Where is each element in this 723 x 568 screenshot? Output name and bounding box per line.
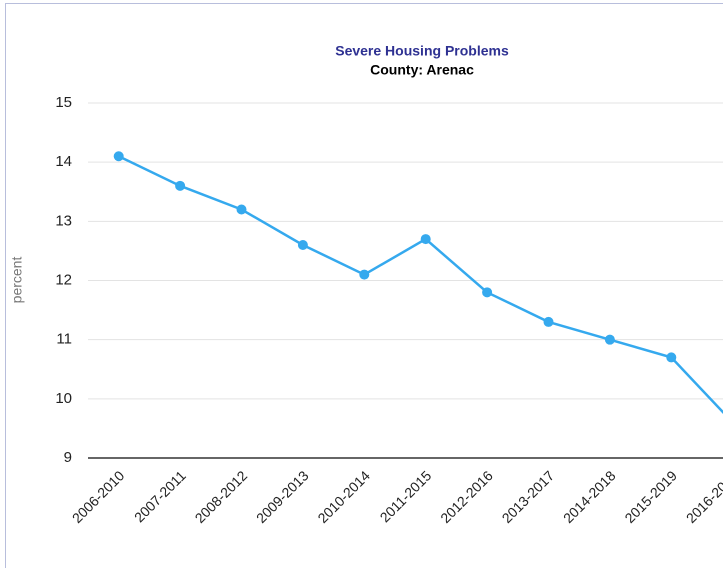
y-tick-label: 9	[64, 449, 72, 466]
data-point	[175, 180, 186, 191]
chart-title: Severe Housing Problems	[335, 43, 509, 59]
y-tick-label: 13	[55, 212, 72, 229]
data-point	[236, 204, 247, 215]
data-point	[604, 334, 615, 345]
data-point	[482, 287, 493, 298]
frame	[5, 3, 723, 568]
data-point	[543, 316, 554, 327]
y-tick-label: 12	[55, 271, 72, 288]
y-tick-label: 11	[56, 331, 72, 348]
y-tick-label: 10	[55, 390, 72, 407]
data-point	[359, 269, 370, 280]
data-point	[666, 352, 677, 363]
y-axis-label: percent	[9, 257, 25, 304]
y-tick-label: 14	[55, 153, 72, 170]
data-point	[113, 151, 124, 162]
data-point	[297, 240, 308, 250]
data-point	[420, 234, 431, 245]
chart-subtitle: County: Arenac	[370, 62, 474, 78]
y-tick-label: 15	[55, 94, 72, 111]
